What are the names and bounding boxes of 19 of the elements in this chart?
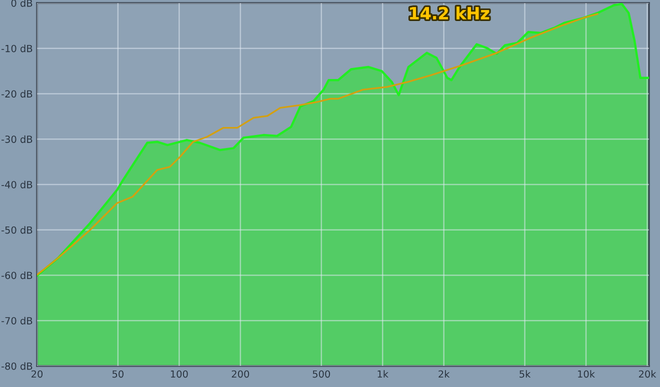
x-tick-label: 20	[32, 370, 43, 378]
y-tick-label: -40 dB	[1, 180, 32, 188]
y-tick-label: -80 dB	[1, 362, 32, 370]
y-tick-label: -50 dB	[1, 226, 32, 234]
y-tick-label: -60 dB	[1, 272, 32, 280]
x-tick-label: 2k	[438, 370, 450, 378]
x-tick-label: 10k	[578, 370, 595, 378]
y-tick-label: -10 dB	[1, 44, 32, 52]
x-tick-label: 50	[112, 370, 124, 378]
x-tick-label: 5k	[520, 370, 531, 378]
x-tick-label: 20k	[638, 370, 656, 378]
y-tick-label: -20 dB	[1, 90, 32, 98]
y-tick-label: -70 dB	[1, 316, 32, 324]
annotation: 14.2 kHz	[410, 6, 490, 20]
x-tick-label: 500	[312, 370, 330, 378]
x-tick-label: 200	[232, 370, 250, 378]
x-tick-label: 1k	[378, 370, 388, 378]
x-tick-label: 100	[170, 370, 188, 378]
y-tick-label: -30 dB	[1, 135, 32, 143]
